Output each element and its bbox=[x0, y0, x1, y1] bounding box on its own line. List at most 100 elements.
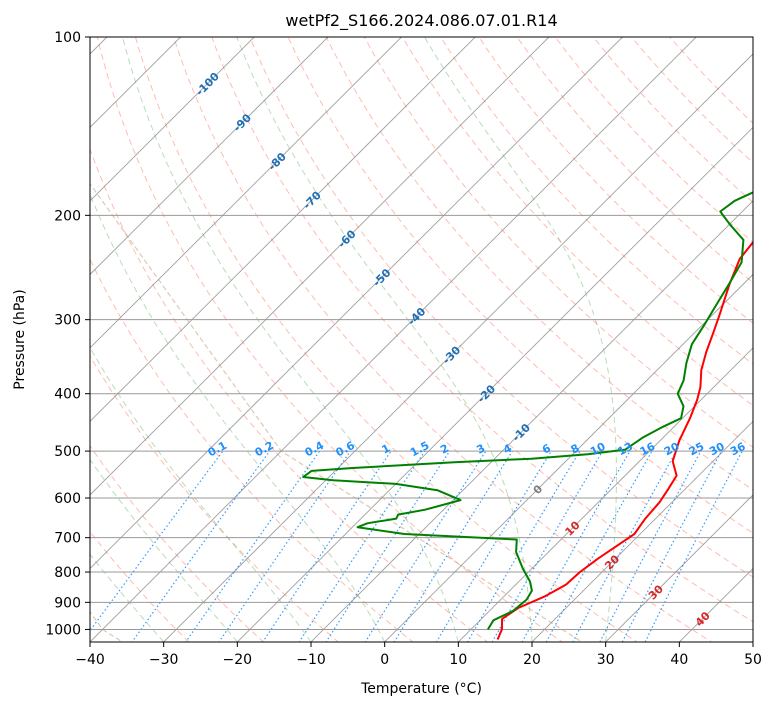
y-tick-label: 700 bbox=[54, 531, 81, 547]
mixing-ratio-label: 16 bbox=[638, 440, 658, 459]
dry-adiabat bbox=[249, 37, 753, 578]
moist-adiabat bbox=[90, 458, 238, 642]
dry-adiabat bbox=[554, 37, 753, 243]
mixing-ratio-line bbox=[644, 450, 743, 642]
mixing-ratio-line bbox=[435, 450, 552, 642]
mixing-ratio-line bbox=[521, 450, 631, 642]
moist-adiabat bbox=[236, 37, 533, 642]
isotherm-label: 20 bbox=[602, 552, 622, 572]
dry-adiabat bbox=[173, 37, 713, 642]
moist-adiabat bbox=[424, 37, 617, 642]
isotherm bbox=[90, 37, 550, 496]
mixing-ratio-line bbox=[572, 450, 677, 642]
isotherm bbox=[604, 494, 753, 642]
mixing-ratio-label: 25 bbox=[687, 440, 707, 459]
mixing-ratio-label: 0.2 bbox=[253, 439, 276, 460]
dry-adiabat bbox=[516, 37, 753, 284]
y-tick-label: 300 bbox=[54, 313, 81, 329]
isotherm-label: -80 bbox=[266, 150, 289, 173]
mixing-ratio-line bbox=[466, 450, 581, 642]
isotherm-label: -60 bbox=[335, 227, 358, 250]
mixing-ratio-line bbox=[545, 450, 653, 642]
mixing-ratio-line bbox=[491, 450, 604, 642]
isotherm-label: 0 bbox=[531, 482, 546, 497]
mixing-ratio-label: 0.4 bbox=[303, 439, 327, 460]
dry-adiabat bbox=[90, 445, 265, 642]
isotherm-label: -40 bbox=[405, 305, 428, 328]
mixing-ratio-line bbox=[325, 450, 451, 642]
x-axis-label: Temperature (°C) bbox=[360, 681, 482, 697]
mixing-ratio-line bbox=[218, 450, 351, 642]
x-tick-label: 0 bbox=[380, 652, 389, 668]
moist-adiabat bbox=[122, 37, 459, 642]
background-lines bbox=[90, 37, 753, 642]
isotherm-label: -30 bbox=[440, 343, 463, 366]
x-tick-label: 50 bbox=[744, 652, 762, 668]
dry-adiabat bbox=[478, 37, 753, 324]
mixing-ratio-line bbox=[393, 450, 513, 642]
y-tick-label: 1000 bbox=[45, 622, 81, 638]
dry-adiabat bbox=[211, 37, 753, 623]
dry-adiabat bbox=[90, 530, 190, 642]
mixing-ratio-line bbox=[131, 450, 271, 642]
dry-adiabat bbox=[134, 37, 638, 642]
moist-adiabat bbox=[90, 346, 312, 642]
isotherm bbox=[162, 53, 753, 642]
isotherm bbox=[90, 37, 329, 276]
isotherm bbox=[752, 641, 753, 642]
mixing-ratio-line bbox=[364, 450, 487, 642]
x-tick-label: 20 bbox=[523, 652, 541, 668]
dewpoint-line bbox=[302, 191, 753, 630]
isotherm-label: -10 bbox=[510, 421, 533, 444]
mixing-ratio-label: 1 bbox=[380, 442, 393, 457]
isotherm bbox=[90, 37, 403, 349]
mixing-ratio-line bbox=[262, 450, 392, 642]
mixing-ratio-line bbox=[298, 450, 426, 642]
dry-adiabat bbox=[440, 37, 753, 365]
y-axis-label: Pressure (hPa) bbox=[12, 289, 28, 389]
isotherm-label: -50 bbox=[370, 266, 393, 289]
mixing-ratio-line bbox=[185, 450, 321, 642]
chart-title: wetPf2_S166.2024.086.07.01.R14 bbox=[285, 11, 557, 31]
dry-adiabat bbox=[90, 258, 414, 642]
isotherm-label: -70 bbox=[301, 189, 324, 212]
mixing-ratio-label: 3 bbox=[474, 442, 487, 457]
x-tick-label: 40 bbox=[670, 652, 688, 668]
plot-frame bbox=[89, 36, 754, 643]
y-tick-label: 400 bbox=[54, 387, 81, 403]
x-tick-label: −20 bbox=[223, 652, 253, 668]
isotherm bbox=[90, 37, 624, 570]
dry-adiabat bbox=[325, 37, 753, 491]
isotherm-label: 30 bbox=[646, 582, 666, 602]
mixing-ratio-label: 4 bbox=[501, 441, 514, 456]
mixing-ratio-label: 36 bbox=[728, 440, 748, 459]
y-tick-label: 800 bbox=[54, 565, 81, 581]
x-tick-label: −10 bbox=[296, 652, 326, 668]
dry-adiabat bbox=[287, 37, 753, 534]
moist-adiabat bbox=[90, 553, 165, 642]
isotherm-label: 40 bbox=[693, 609, 713, 629]
y-tick-label: 100 bbox=[54, 30, 81, 46]
moist-adiabat bbox=[90, 192, 386, 642]
x-tick-label: −40 bbox=[75, 652, 105, 668]
dry-adiabat bbox=[401, 37, 753, 406]
axes: −40 −30 −20 −10 0 10 20 30 40 5010020030040050060… bbox=[45, 30, 762, 668]
mixing-ratio-label: 0.6 bbox=[334, 439, 358, 460]
isotherm-label: -20 bbox=[475, 382, 498, 405]
isotherm bbox=[383, 273, 753, 642]
mixing-ratio-line bbox=[90, 450, 224, 632]
isoline-labels: 0.1 0.2 0.4 0.6 1 1.5 2 3 4 6 8 10 13 16 20 25 30 36-100-… bbox=[193, 70, 748, 630]
mixing-ratio-label: 30 bbox=[707, 440, 727, 459]
mixing-ratio-label: 0.1 bbox=[206, 439, 229, 460]
mixing-ratio-label: 1.5 bbox=[408, 439, 431, 460]
dry-adiabat bbox=[90, 355, 340, 642]
dry-adiabat bbox=[96, 37, 564, 642]
isotherm bbox=[90, 37, 182, 129]
lcl-curve bbox=[90, 182, 584, 642]
isotherm bbox=[90, 37, 697, 642]
mixing-ratio-label: 10 bbox=[588, 440, 608, 459]
dry-adiabat bbox=[90, 147, 489, 642]
isotherm bbox=[90, 37, 476, 423]
x-tick-label: 30 bbox=[597, 652, 615, 668]
